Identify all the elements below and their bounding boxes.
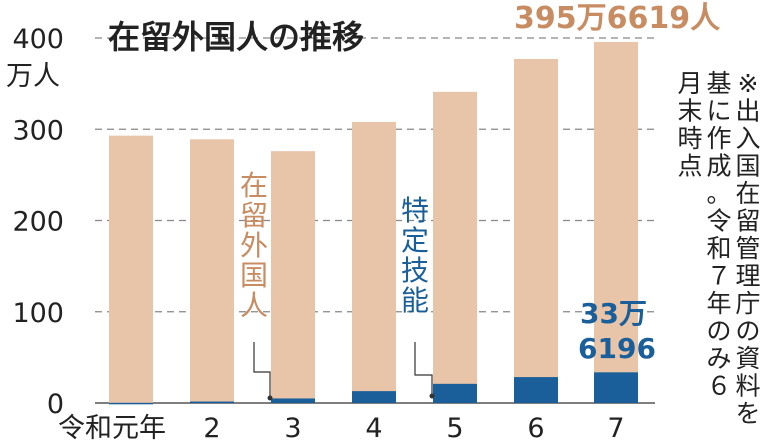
note-char: 出 [735, 97, 760, 126]
note-char: に [706, 97, 731, 126]
leader-dot-total [267, 395, 273, 401]
leader-dot-ssw [429, 393, 435, 399]
note-char: 。 [706, 179, 731, 208]
x-tick-label: 3 [284, 413, 301, 444]
series-label-char: 技 [401, 254, 429, 287]
note-char: を [735, 399, 760, 428]
ssw-annotation-line1: 33万 [580, 297, 647, 330]
series-label-char: 特 [401, 194, 429, 227]
bar-ssw [433, 383, 477, 403]
bar-total [109, 135, 153, 403]
x-tick-label: 令和元年 [58, 413, 166, 444]
total-annotation: 395万6619人 [514, 1, 720, 36]
x-tick-label: 5 [446, 413, 463, 444]
y-tick-label: 200 [12, 207, 64, 238]
note-char: の [706, 317, 731, 346]
note-char: 令 [706, 207, 731, 236]
x-tick-label: 2 [203, 413, 220, 444]
bar-total [352, 121, 396, 403]
note-char: 管 [735, 234, 760, 263]
bar-total [190, 139, 234, 403]
x-tick-label: 7 [607, 413, 624, 444]
series-label-char: 定 [401, 224, 429, 257]
bar-total [271, 151, 315, 403]
x-axis: 令和元年 2 3 4 5 6 7 [58, 413, 625, 444]
note-char: 成 [706, 152, 731, 181]
series-label-char: 能 [401, 284, 429, 317]
bar-total [514, 58, 558, 404]
chart-title: 在留外国人の推移 [108, 18, 364, 56]
y-tick-label: 300 [12, 115, 64, 146]
note-char: 料 [735, 372, 760, 401]
note-char: 月 [677, 69, 702, 98]
series-label-char: 留 [240, 199, 268, 232]
bar-ssw [352, 391, 396, 403]
series-label-char: 在 [240, 169, 268, 202]
note-char: 資 [735, 344, 760, 373]
note-char: 庁 [735, 289, 760, 318]
bar-total [594, 41, 638, 403]
note-char: 在 [735, 179, 760, 208]
note-char: 入 [735, 124, 760, 153]
bar-total [433, 91, 477, 404]
leader-line-total [253, 342, 271, 398]
y-unit-label: 万人 [6, 61, 60, 92]
x-tick-label: 6 [527, 413, 544, 444]
leader-line-ssw [414, 342, 433, 396]
y-tick-label: 0 [47, 389, 64, 420]
note-char: 作 [706, 124, 731, 153]
note-char: ※ [738, 69, 759, 98]
note-char: 国 [735, 152, 760, 181]
bar-ssw [271, 398, 315, 403]
series-label-char: 人 [240, 289, 268, 322]
bar-ssw [594, 372, 638, 403]
note-char: 点 [677, 152, 702, 181]
y-tick-label: 400 [12, 24, 64, 55]
note-char: の [735, 317, 760, 346]
bar-ssw [109, 402, 153, 405]
series-label-total: 在留外国人 [240, 169, 268, 322]
y-tick-label: 100 [12, 298, 64, 329]
note-char: み [706, 344, 731, 373]
bar-ssw [190, 401, 234, 404]
note-char: 基 [706, 69, 731, 98]
note-char: 和 [706, 234, 731, 263]
note-char: ７ [706, 262, 731, 291]
note-char: 末 [677, 97, 702, 126]
series-label-char: 国 [240, 259, 268, 292]
note-char: 年 [706, 289, 731, 318]
ssw-annotation-line2: 6196 [578, 332, 656, 365]
x-tick-label: 4 [365, 413, 382, 444]
bar-ssw [514, 377, 558, 403]
note-char: 理 [735, 262, 760, 291]
note-char: ６ [706, 372, 731, 401]
series-label-char: 外 [240, 229, 268, 262]
y-axis: 0 100 200 300 400 [12, 24, 64, 420]
note-char: 時 [677, 124, 702, 153]
note-char: 留 [735, 207, 760, 236]
bars [109, 41, 638, 405]
